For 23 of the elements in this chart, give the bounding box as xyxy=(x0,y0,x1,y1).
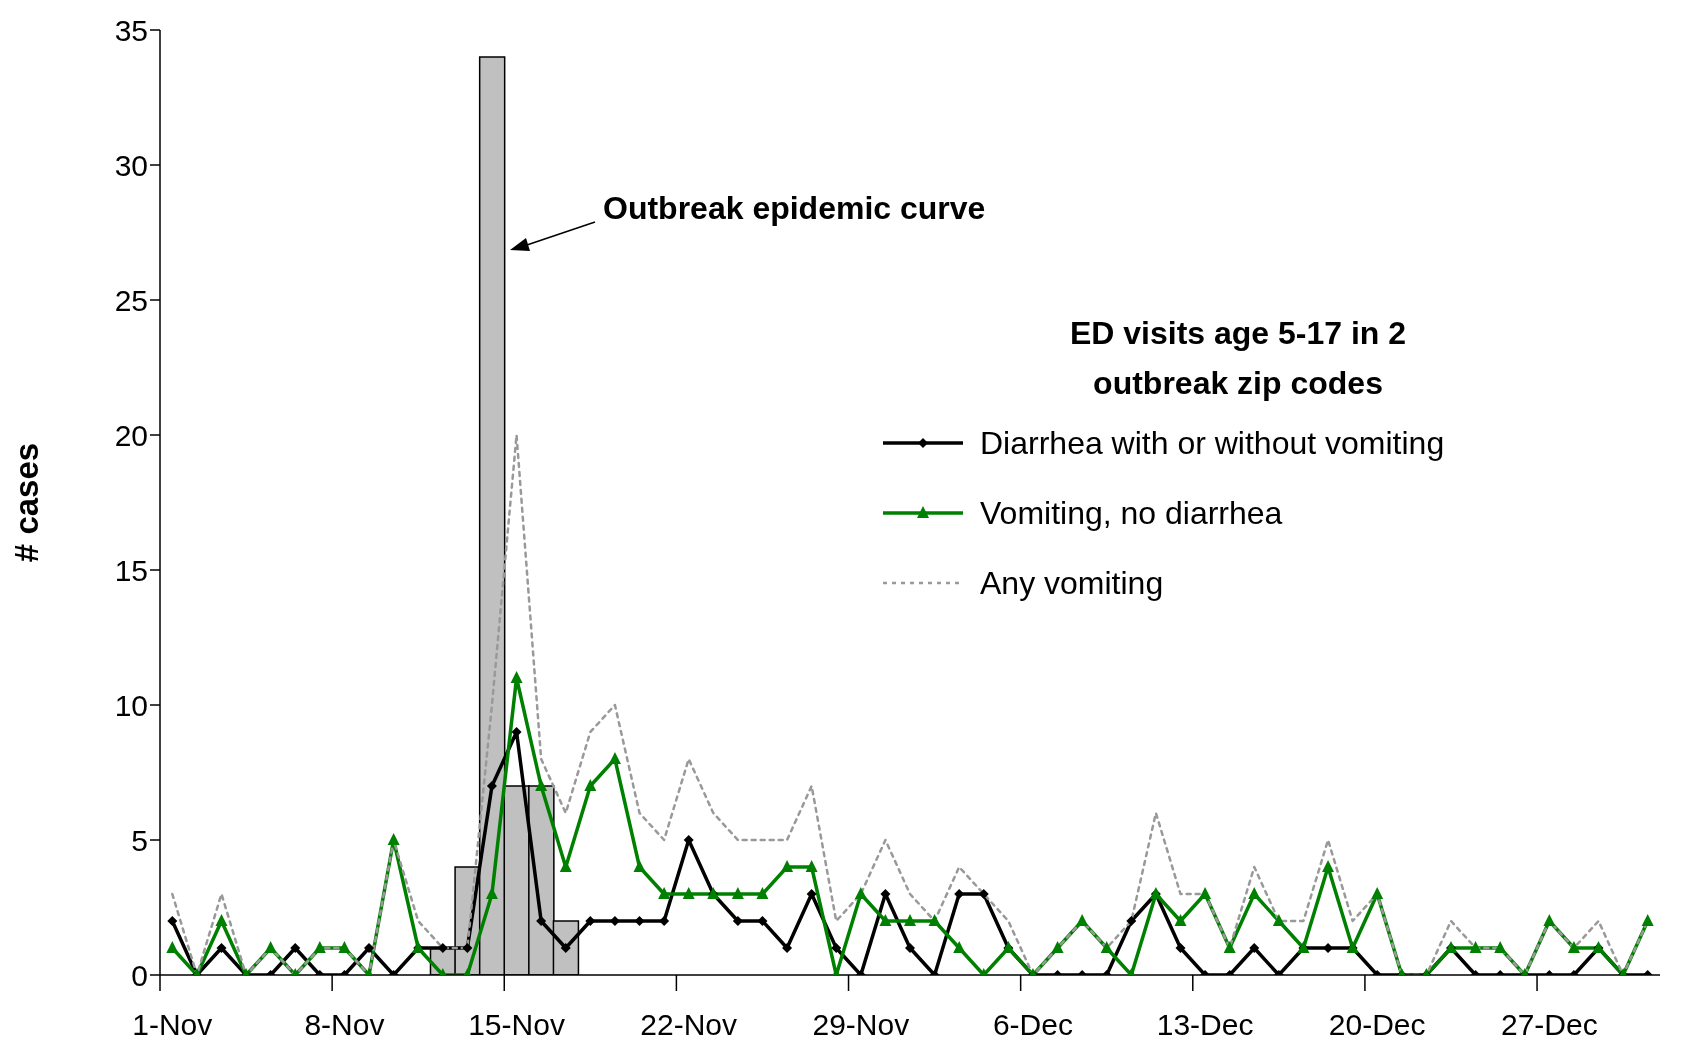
y-tick-label: 25 xyxy=(114,283,148,317)
y-axis-title: # cases xyxy=(7,442,45,563)
y-tick-label: 30 xyxy=(114,148,148,182)
x-tick-label: 1-Nov xyxy=(132,1008,213,1041)
annotation: Outbreak epidemic curve xyxy=(603,190,986,227)
y-tick-label: 15 xyxy=(114,553,148,587)
x-tick-label: 6-Dec xyxy=(992,1008,1073,1041)
x-tick-label: 15-Nov xyxy=(468,1008,565,1041)
legend-label: Diarrhea with or without vomiting xyxy=(980,424,1445,462)
y-tick-label: 0 xyxy=(131,958,148,992)
legend-title: ED visits age 5-17 in 2 outbreak zip codes xyxy=(1068,314,1408,403)
x-tick-label: 20-Dec xyxy=(1328,1008,1426,1041)
x-tick-label: 22-Nov xyxy=(640,1008,738,1041)
legend-label: Vomiting, no diarrhea xyxy=(980,494,1283,532)
y-tick-label: 5 xyxy=(131,823,148,857)
x-tick-label: 8-Nov xyxy=(304,1008,385,1041)
y-tick-label: 35 xyxy=(114,13,148,47)
x-tick-label: 29-Nov xyxy=(812,1008,910,1041)
y-tick-label: 10 xyxy=(114,688,148,722)
x-tick-label: 13-Dec xyxy=(1156,1008,1254,1041)
legend-label: Any vomiting xyxy=(980,564,1164,602)
x-tick-label: 27-Dec xyxy=(1500,1008,1598,1041)
y-tick-label: 20 xyxy=(114,418,148,452)
